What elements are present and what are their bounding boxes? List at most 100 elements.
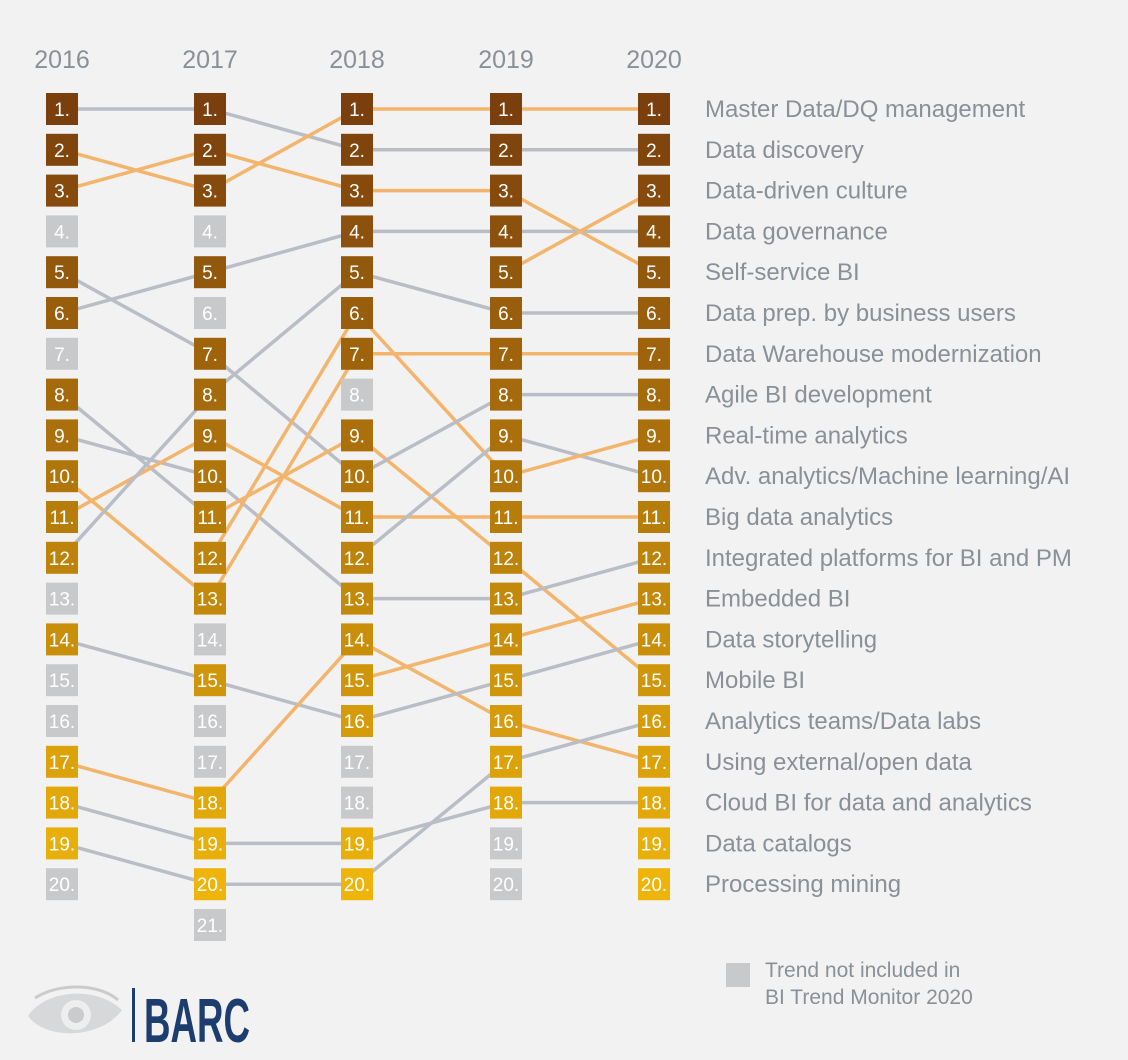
rank-link-2016-12-to-8: [60, 392, 212, 560]
rank-box-fill: [638, 745, 670, 778]
rank-box-2017-4: 4.: [194, 215, 226, 248]
rank-box-fill: [46, 256, 78, 289]
rank-box-fill: [638, 419, 670, 452]
rank-number: 6.: [349, 304, 365, 325]
trend-label-13: Embedded BI: [705, 586, 850, 613]
rank-box-fill: [46, 174, 78, 207]
rank-box-2016-16: 16.: [46, 705, 78, 737]
rank-box-2017-15: 15.: [194, 664, 226, 697]
rank-box-2019-10: 10.: [490, 460, 522, 493]
rank-box-fill: [194, 623, 226, 656]
rank-box-fill: [194, 133, 226, 166]
rank-number: 14.: [641, 630, 667, 651]
rank-box-2020-20: 20.: [638, 868, 670, 901]
rank-box-2018-13: 13.: [341, 582, 373, 615]
rank-box-2020-2: 2.: [638, 133, 670, 166]
rank-link-2017-15-to-16: [208, 678, 359, 723]
rank-number: 11.: [641, 508, 666, 529]
trend-label-19: Data catalogs: [705, 830, 852, 857]
rank-number: 3.: [54, 182, 70, 203]
rank-box-2018-9: 9.: [341, 419, 373, 452]
rank-box-fill: [490, 868, 522, 901]
legend-text-line2: BI Trend Monitor 2020: [765, 986, 973, 1009]
rank-box-fill: [194, 868, 226, 901]
rank-number: 3.: [202, 182, 218, 203]
rank-box-fill: [46, 378, 78, 411]
brand-name: BARC: [144, 987, 250, 1056]
rank-number: 8.: [202, 386, 218, 407]
rank-box-fill: [638, 623, 670, 656]
rank-box-fill: [341, 705, 373, 737]
rank-box-2019-15: 15.: [490, 664, 522, 697]
rank-number: 3.: [646, 182, 662, 203]
rank-link-2018-20-to-17: [355, 760, 508, 886]
rank-box-2017-6: 6.: [194, 297, 226, 329]
rank-box-fill: [638, 786, 670, 819]
rank-box-2020-14: 14.: [638, 623, 670, 656]
rank-number: 17.: [493, 753, 519, 774]
rank-number: 20.: [49, 875, 75, 896]
rank-box-2019-1: 1.: [490, 93, 522, 125]
trend-label-6: Data prep. by business users: [705, 300, 1016, 327]
rank-box-2019-18: 18.: [490, 786, 522, 819]
rank-box-fill: [490, 827, 522, 860]
rank-number: 4.: [498, 222, 514, 243]
rank-number: 6.: [202, 304, 218, 325]
rank-number: 6.: [498, 304, 514, 325]
rank-box-fill: [341, 337, 373, 370]
rank-number: 19.: [493, 834, 519, 855]
rank-number: 9.: [54, 426, 70, 447]
rank-link-2016-17-to-18: [60, 760, 212, 805]
rank-number: 13.: [344, 590, 370, 611]
rank-box-2017-9: 9.: [194, 419, 226, 452]
rank-box-2018-5: 5.: [341, 256, 373, 289]
rank-number: 6.: [54, 304, 70, 325]
rank-box-fill: [46, 337, 78, 370]
rank-box-2016-3: 3.: [46, 174, 78, 207]
rank-box-2017-10: 10.: [194, 460, 226, 493]
rank-box-fill: [46, 786, 78, 819]
rank-number: 2.: [646, 141, 662, 162]
rank-number: 15.: [641, 671, 667, 692]
trend-label-18: Cloud BI for data and analytics: [705, 790, 1032, 817]
rank-box-2020-13: 13.: [638, 582, 670, 615]
rank-box-2017-2: 2.: [194, 133, 226, 166]
rank-number: 10.: [493, 467, 519, 488]
rank-number: 8.: [54, 386, 70, 407]
rank-link-2018-15-to-14: [355, 637, 508, 682]
rank-box-fill: [46, 541, 78, 574]
rank-link-2016-9-to-10: [60, 433, 212, 478]
rank-box-2016-17: 17.: [46, 745, 78, 778]
rank-number: 10.: [197, 467, 223, 488]
rank-number: 5.: [54, 263, 70, 284]
rank-box-2018-1: 1.: [341, 93, 373, 125]
rank-box-2019-4: 4.: [490, 215, 522, 248]
rank-link-2017-2-to-3: [208, 148, 359, 193]
legend-text-line1: Trend not included in: [765, 959, 960, 982]
rank-number: 10.: [49, 467, 75, 488]
rank-number: 16.: [197, 712, 223, 733]
rank-box-fill: [341, 541, 373, 574]
rank-box-2016-10: 10.: [46, 460, 78, 493]
rank-box-fill: [638, 582, 670, 615]
year-headers: 2016 2017 2018 2019 2020: [34, 46, 682, 74]
rank-box-2018-14: 14.: [341, 623, 373, 656]
rank-box-2016-7: 7.: [46, 337, 78, 370]
rank-box-2018-7: 7.: [341, 337, 373, 370]
rank-link-2016-14-to-15: [60, 637, 212, 682]
rank-link-2018-6-to-10: [355, 311, 508, 478]
rank-box-2020-16: 16.: [638, 705, 670, 737]
legend: Trend not included in BI Trend Monitor 2…: [726, 959, 973, 1009]
rank-number: 4.: [349, 222, 365, 243]
rank-box-2018-16: 16.: [341, 705, 373, 737]
rank-box-fill: [490, 133, 522, 166]
rank-box-fill: [46, 133, 78, 166]
rank-link-2019-5-to-3: [504, 188, 656, 274]
rank-box-fill: [341, 460, 373, 493]
rank-box-fill: [638, 664, 670, 697]
rank-box-2019-6: 6.: [490, 297, 522, 329]
rank-number: 5.: [646, 263, 662, 284]
rank-number: 7.: [54, 345, 70, 366]
trend-label-1: Master Data/DQ management: [705, 96, 1025, 123]
rank-number: 16.: [641, 712, 667, 733]
